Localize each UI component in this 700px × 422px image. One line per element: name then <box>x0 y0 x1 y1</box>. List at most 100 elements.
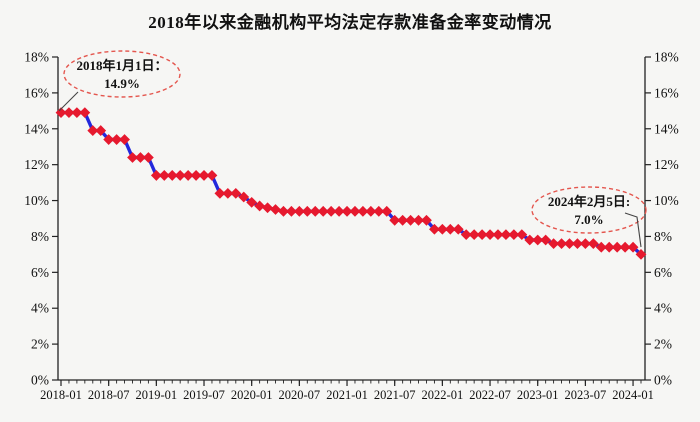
annotation-ellipse <box>531 186 647 234</box>
data-point-marker <box>564 238 575 250</box>
data-point-marker <box>540 234 552 246</box>
data-point-marker <box>397 214 409 226</box>
data-point-marker <box>79 107 91 119</box>
data-point-marker <box>71 107 83 119</box>
page-title: 2018年以来金融机构平均法定存款准备金率变动情况 <box>148 13 552 32</box>
data-point-marker <box>317 205 329 217</box>
data-point-marker <box>95 125 107 136</box>
annotation-value: 14.9% <box>104 76 140 91</box>
x-tick-label: 2022-01 <box>422 388 464 402</box>
y-tick-label: 18% <box>24 50 49 65</box>
data-point-marker <box>278 205 289 217</box>
x-tick-label: 2023-07 <box>565 388 607 402</box>
y-tick-label: 0% <box>31 373 49 388</box>
y-tick-label: 8% <box>654 229 672 244</box>
y-tick-label: 6% <box>654 265 672 280</box>
data-point-marker <box>365 205 377 217</box>
y-tick-label: 2% <box>31 337 49 352</box>
data-point-marker <box>293 205 305 217</box>
data-point-marker <box>524 234 536 246</box>
y-tick-label: 4% <box>31 301 49 316</box>
data-point-marker <box>595 241 607 253</box>
data-point-marker <box>635 248 647 260</box>
y-tick-label: 12% <box>24 157 49 172</box>
data-point-marker <box>135 152 146 163</box>
y-tick-label: 8% <box>31 229 49 244</box>
data-point-marker <box>182 170 194 181</box>
x-tick-label: 2019-07 <box>183 388 225 402</box>
data-point-marker <box>421 214 432 226</box>
data-point-marker <box>603 241 615 253</box>
data-point-marker <box>381 205 393 217</box>
x-tick-label: 2023-01 <box>517 388 559 402</box>
data-point-marker <box>214 187 226 199</box>
data-point-marker <box>405 214 416 226</box>
data-point-marker <box>627 241 639 253</box>
data-point-marker <box>444 223 456 235</box>
data-point-marker <box>166 170 178 181</box>
x-tick-label: 2021-07 <box>374 388 416 402</box>
y-tick-label: 12% <box>654 157 679 172</box>
annotation-label: 2018年1月1日： <box>76 58 167 73</box>
y-tick-label: 14% <box>654 121 679 136</box>
data-point-marker <box>55 107 67 119</box>
y-tick-label: 4% <box>654 301 672 316</box>
y-tick-label: 0% <box>654 373 672 388</box>
data-point-marker <box>452 223 464 235</box>
data-point-marker <box>63 107 75 119</box>
data-point-marker <box>436 223 448 235</box>
x-tick-label: 2018-07 <box>88 388 130 402</box>
data-point-marker <box>238 191 250 203</box>
data-point-marker <box>301 205 313 217</box>
data-point-marker <box>548 238 560 250</box>
data-point-marker <box>516 229 528 241</box>
data-point-marker <box>476 229 488 241</box>
data-point-marker <box>230 187 242 199</box>
data-point-marker <box>611 241 623 253</box>
data-point-marker <box>174 170 186 181</box>
data-point-marker <box>190 170 202 181</box>
y-tick-label: 16% <box>24 85 49 100</box>
data-point-marker <box>579 238 591 250</box>
data-point-marker <box>373 205 385 217</box>
data-point-marker <box>142 152 154 163</box>
x-tick-label: 2019-01 <box>136 388 178 402</box>
data-point-marker <box>556 238 567 250</box>
y-tick-label: 6% <box>31 265 49 280</box>
y-tick-label: 16% <box>654 85 679 100</box>
data-point-marker <box>198 170 210 181</box>
x-tick-label: 2022-07 <box>469 388 511 402</box>
data-point-marker <box>619 241 631 253</box>
data-point-marker <box>572 238 583 250</box>
x-tick-label: 2020-01 <box>231 388 273 402</box>
data-point-marker <box>309 205 321 217</box>
data-point-marker <box>127 152 138 163</box>
annotation-label: 2024年2月5日: <box>548 194 630 209</box>
data-point-marker <box>460 229 472 241</box>
data-point-marker <box>325 205 337 217</box>
data-point-marker <box>270 204 281 215</box>
x-tick-label: 2020-07 <box>279 388 321 402</box>
data-point-marker <box>246 196 258 208</box>
data-point-marker <box>349 205 361 217</box>
data-point-marker <box>500 229 512 241</box>
x-tick-label: 2021-01 <box>326 388 368 402</box>
data-point-marker <box>341 205 353 217</box>
data-point-marker <box>87 125 99 136</box>
data-point-marker <box>413 214 424 226</box>
y-tick-label: 10% <box>24 193 49 208</box>
y-tick-label: 14% <box>24 121 49 136</box>
data-point-marker <box>111 134 123 145</box>
annotation-leader-line <box>624 212 642 248</box>
data-point-marker <box>158 170 170 181</box>
data-point-marker <box>286 205 297 217</box>
y-tick-label: 2% <box>654 337 672 352</box>
data-point-marker <box>357 205 369 217</box>
data-point-marker <box>389 214 401 226</box>
data-point-marker <box>468 229 480 241</box>
data-point-marker <box>119 134 130 145</box>
annotation-leader-line <box>58 91 79 112</box>
x-tick-label: 2018-01 <box>40 388 82 402</box>
